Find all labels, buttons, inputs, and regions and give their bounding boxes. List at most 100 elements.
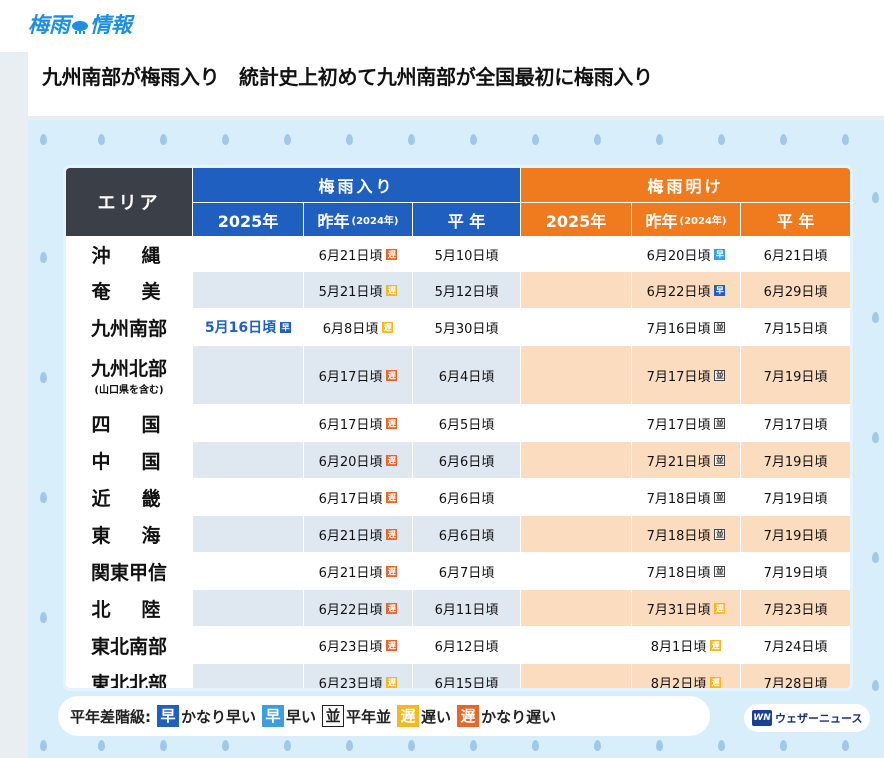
- difference-badge: 遅: [386, 676, 398, 688]
- difference-badge: 遅: [386, 602, 398, 614]
- iri-last-cell: 6月17日頃遅: [318, 491, 398, 507]
- difference-badge: 並: [714, 528, 726, 540]
- raindrop-icon: [780, 134, 787, 145]
- difference-badge: 遅: [386, 284, 398, 296]
- area-cell: 奄 美: [91, 280, 167, 303]
- ake-2025-cell: [521, 405, 631, 441]
- ake-normal-cell: 6月29日頃: [741, 272, 850, 308]
- rainy-season-card: エリア 梅雨入り 梅雨明け 2025年 昨年 (2024年) 平 年 2025年 …: [28, 120, 884, 758]
- table-row: 近 畿 6月17日頃遅 6月6日頃 7月18日頃並 7月19日頃: [66, 479, 850, 515]
- raindrop-icon: [222, 134, 229, 145]
- raindrop-icon: [346, 740, 353, 751]
- legend-badge-very-early: 早: [157, 705, 179, 727]
- legend-title: 平年差階級:: [70, 707, 151, 726]
- difference-badge: 早: [714, 248, 726, 260]
- ake-last-cell: 8月2日頃遅: [632, 664, 740, 688]
- raindrop-icon: [532, 134, 539, 145]
- difference-badge: 並: [714, 321, 726, 333]
- raindrop-icon: [872, 432, 879, 443]
- ake-normal-cell: 6月21日頃: [763, 248, 828, 264]
- area-cell: 北 陸: [91, 598, 167, 621]
- difference-badge: 遅: [386, 528, 398, 540]
- area-cell: 九州南部: [90, 317, 167, 340]
- ake-last-cell: 7月18日頃並: [646, 491, 726, 507]
- raindrop-icon: [408, 740, 415, 751]
- legend-label-very-early: かなり早い: [181, 707, 257, 726]
- raindrop-icon: [780, 740, 787, 751]
- ake-last-cell: 7月17日頃並: [646, 417, 726, 433]
- iri-2025-cell: 5月16日頃早: [204, 320, 292, 336]
- ake-last-cell: 8月1日頃遅: [650, 639, 722, 655]
- table-row: 北 陸 6月22日頃遅 6月11日頃 7月31日頃遅 7月23日頃: [66, 590, 850, 626]
- raindrop-icon: [872, 312, 879, 323]
- weathernews-logo[interactable]: WN ウェザーニュース: [744, 704, 871, 732]
- legend-label-late: 遅い: [421, 707, 452, 726]
- area-cell: 沖 縄: [91, 244, 167, 267]
- table-row: 中 国 6月20日頃遅 6月6日頃 7月21日頃並 7月19日頃: [66, 442, 850, 478]
- ake-last-cell: 7月17日頃並: [632, 346, 740, 404]
- difference-badge: 遅: [710, 676, 722, 688]
- legend-label-early: 早い: [286, 707, 317, 726]
- iri-normal-header: 平 年: [413, 203, 520, 236]
- legend: 平年差階級: 早 かなり早い 早 早い 並 平年並 遅 遅い 遅 かなり遅い: [58, 696, 710, 736]
- difference-badge: 遅: [714, 602, 726, 614]
- iri-2025-cell: [193, 442, 303, 478]
- raindrop-icon: [594, 134, 601, 145]
- raindrop-icon: [718, 134, 725, 145]
- ake-normal-cell: 7月23日頃: [741, 590, 850, 626]
- iri-last-cell: 6月20日頃遅: [304, 442, 412, 478]
- raindrop-icon: [532, 740, 539, 751]
- difference-badge: 早: [714, 284, 726, 296]
- iri-last-cell: 6月17日頃遅: [318, 417, 398, 433]
- iri-2025-cell: [193, 346, 303, 404]
- raindrop-icon: [470, 134, 477, 145]
- iri-normal-cell: 6月4日頃: [413, 346, 520, 404]
- ake-2025-cell: [521, 590, 631, 626]
- difference-badge: 遅: [386, 454, 398, 466]
- area-cell: 四 国: [91, 413, 167, 436]
- iri-2025-cell: [193, 627, 303, 663]
- table-row: 沖 縄 6月21日頃遅 5月10日頃 6月20日頃早 6月21日頃: [66, 237, 850, 271]
- logo-text-b: 情報: [90, 13, 132, 37]
- site-logo[interactable]: 梅雨 情報: [28, 9, 132, 39]
- area-cell: 東北南部: [90, 635, 167, 658]
- wn-icon: WN: [752, 710, 772, 726]
- raindrop-icon: [160, 134, 167, 145]
- ake-last-cell: 7月31日頃遅: [632, 590, 740, 626]
- iri-normal-cell: 6月5日頃: [438, 417, 495, 433]
- raindrop-icon: [40, 372, 47, 383]
- iri-last-cell: 6月23日頃遅: [304, 664, 412, 688]
- ake-normal-cell: 7月19日頃: [763, 565, 828, 581]
- difference-badge: 遅: [386, 565, 398, 577]
- raindrop-icon: [842, 134, 849, 145]
- difference-badge: 遅: [710, 639, 722, 651]
- iri-normal-cell: 5月10日頃: [434, 248, 499, 264]
- raindrop-icon: [40, 252, 47, 263]
- iri-2025-cell: [193, 516, 303, 552]
- area-header: エリア: [66, 168, 192, 236]
- iri-normal-cell: 6月15日頃: [413, 664, 520, 688]
- iri-2025-cell: [193, 479, 303, 515]
- raindrop-icon: [872, 552, 879, 563]
- iri-2025-cell: [193, 553, 303, 589]
- table-row: 東北北部 6月23日頃遅 6月15日頃 8月2日頃遅 7月28日頃: [66, 664, 850, 688]
- iri-2025-cell: [193, 405, 303, 441]
- legend-badge-late: 遅: [397, 705, 420, 727]
- brand-name: ウェザーニュース: [775, 712, 863, 725]
- left-margin: [0, 52, 28, 758]
- ake-last-cell: 6月20日頃早: [646, 248, 726, 264]
- table-row: 東北南部 6月23日頃遅 6月12日頃 8月1日頃遅 7月24日頃: [66, 627, 850, 663]
- iri-last-cell: 6月21日頃遅: [318, 248, 398, 264]
- area-cell: 東 海: [91, 524, 167, 547]
- difference-badge: 並: [714, 565, 726, 577]
- ake-2025-header: 2025年: [521, 203, 631, 236]
- iri-normal-cell: 5月12日頃: [413, 272, 520, 308]
- table-row: 東 海 6月21日頃遅 6月6日頃 7月18日頃並 7月19日頃: [66, 516, 850, 552]
- ake-2025-cell: [521, 309, 631, 345]
- ake-last-header: 昨年 (2024年): [632, 203, 740, 236]
- iri-last-cell: 6月21日頃遅: [304, 516, 412, 552]
- ake-normal-cell: 7月28日頃: [741, 664, 850, 688]
- ake-last-cell: 7月18日頃並: [646, 565, 726, 581]
- iri-2025-header: 2025年: [193, 203, 303, 236]
- iri-last-cell: 6月21日頃遅: [318, 565, 398, 581]
